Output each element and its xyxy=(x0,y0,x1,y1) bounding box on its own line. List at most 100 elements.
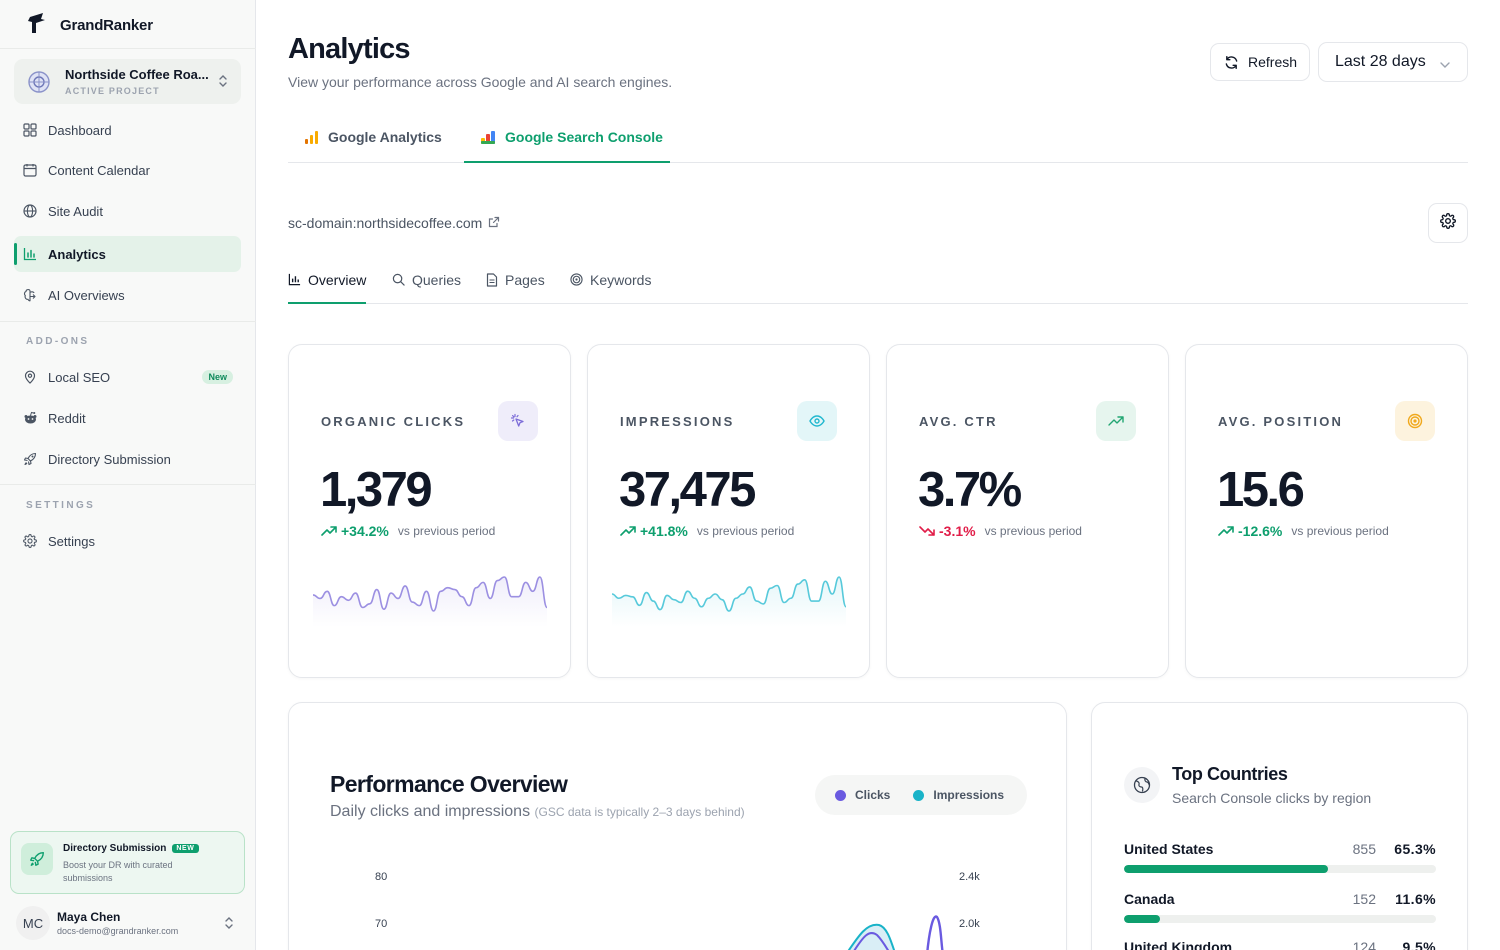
chevron-updown-icon xyxy=(223,915,235,936)
country-bar-track xyxy=(1124,915,1436,923)
sidebar-item-label: Local SEO xyxy=(48,369,111,385)
gear-icon xyxy=(1440,212,1456,234)
date-range-select[interactable]: Last 28 days xyxy=(1318,42,1468,82)
y-axis-right-tick: 2.4k xyxy=(959,871,980,883)
kpi-card-avg-ctr: AVG. CTR 3.7% -3.1% vs previous period xyxy=(886,344,1169,678)
sidebar-item-label: Directory Submission xyxy=(48,451,171,467)
kpi-card-organic-clicks: ORGANIC CLICKS 1,379 +34.2% vs previous … xyxy=(288,344,571,678)
trending-down-icon xyxy=(919,525,935,537)
legend-item-clicks[interactable]: Clicks xyxy=(835,788,890,802)
sparkline-line xyxy=(313,576,547,612)
gear-icon xyxy=(22,533,38,549)
country-share: 65.3% xyxy=(1394,841,1436,857)
country-name: Canada xyxy=(1124,891,1175,907)
country-bar-fill xyxy=(1124,865,1328,873)
impressions-series-line-stroke xyxy=(847,923,896,950)
kpi-delta: +41.8% vs previous period xyxy=(620,523,794,539)
kpi-value: 15.6 xyxy=(1217,463,1305,517)
country-bar-track xyxy=(1124,865,1436,873)
globe-icon xyxy=(22,203,38,219)
sidebar-item-directory-submission[interactable]: Directory Submission xyxy=(14,441,241,477)
map-pin-icon xyxy=(22,369,38,385)
promo-title: Directory Submission NEW xyxy=(63,843,199,854)
kpi-label: AVG. CTR xyxy=(919,414,998,429)
kpi-delta-value: -12.6% xyxy=(1238,523,1283,539)
top-countries-card: Top Countries Search Console clicks by r… xyxy=(1091,702,1468,950)
legend-dot xyxy=(913,789,925,801)
sidebar-item-content-calendar[interactable]: Content Calendar xyxy=(14,152,241,188)
dashboard-icon xyxy=(22,122,38,138)
refresh-button[interactable]: Refresh xyxy=(1210,43,1310,81)
chart-legend: Clicks Impressions xyxy=(815,775,1027,815)
section-label-addons: ADD-ONS xyxy=(26,336,90,347)
sidebar-item-ai-overviews[interactable]: AI Overviews xyxy=(14,277,241,313)
impressions-series-line xyxy=(849,924,893,950)
perf-subtitle-text: Daily clicks and impressions xyxy=(330,803,531,820)
directory-submission-promo[interactable]: Directory Submission NEW Boost your DR wi… xyxy=(10,831,245,894)
page-subtitle: View your performance across Google and … xyxy=(288,74,673,90)
sidebar-item-dashboard[interactable]: Dashboard xyxy=(14,112,241,148)
property-settings-button[interactable] xyxy=(1428,203,1468,243)
sidebar-item-site-audit[interactable]: Site Audit xyxy=(14,193,241,229)
kpi-label: ORGANIC CLICKS xyxy=(321,414,466,429)
refresh-icon xyxy=(1224,55,1239,70)
clicks-series-line-spike xyxy=(926,915,944,950)
trending-up-icon xyxy=(1218,525,1234,537)
new-badge: New xyxy=(202,370,233,384)
sidebar-item-local-seo[interactable]: Local SEO New xyxy=(14,359,241,395)
brain-icon xyxy=(22,287,38,303)
tab-label: Google Analytics xyxy=(328,129,442,145)
tab-keywords[interactable]: Keywords xyxy=(570,272,651,304)
project-status: ACTIVE PROJECT xyxy=(65,86,160,96)
sidebar-item-analytics[interactable]: Analytics xyxy=(14,236,241,272)
google-analytics-icon xyxy=(304,130,319,145)
trending-up-icon xyxy=(620,525,636,537)
sparkline-area xyxy=(612,577,846,627)
brand[interactable]: GrandRanker xyxy=(26,12,153,38)
perf-subtitle: Daily clicks and impressions (GSC data i… xyxy=(330,803,745,821)
tab-label: Pages xyxy=(505,272,545,288)
tab-pages[interactable]: Pages xyxy=(486,272,545,304)
kpi-label: AVG. POSITION xyxy=(1218,414,1344,429)
tab-google-search-console[interactable]: Google Search Console xyxy=(464,129,670,163)
refresh-label: Refresh xyxy=(1248,54,1298,70)
country-share: 11.6% xyxy=(1395,891,1436,907)
kpi-delta-caption: vs previous period xyxy=(984,524,1082,538)
sidebar-item-label: Dashboard xyxy=(48,122,112,138)
tab-label: Queries xyxy=(412,272,462,288)
page-title: Analytics xyxy=(288,33,411,65)
sidebar-item-settings[interactable]: Settings xyxy=(14,523,241,559)
document-icon xyxy=(486,273,498,287)
divider xyxy=(0,484,256,485)
kpi-card-impressions: IMPRESSIONS 37,475 +41.8% vs previous pe… xyxy=(587,344,870,678)
project-switcher[interactable]: Northside Coffee Roa... ACTIVE PROJECT xyxy=(14,59,241,104)
sparkline-impressions xyxy=(612,576,846,627)
calendar-icon xyxy=(22,162,38,178)
kpi-value: 3.7% xyxy=(918,463,1022,517)
country-name: United States xyxy=(1124,841,1214,857)
tab-google-analytics[interactable]: Google Analytics xyxy=(304,129,442,163)
y-axis-left-tick: 80 xyxy=(375,871,388,883)
property-domain[interactable]: sc-domain:northsidecoffee.com xyxy=(288,215,500,231)
user-email: docs-demo@grandranker.com xyxy=(57,926,179,936)
section-label-settings: SETTINGS xyxy=(26,500,96,511)
tab-overview[interactable]: Overview xyxy=(288,272,367,304)
sidebar-item-label: Settings xyxy=(48,533,95,549)
divider xyxy=(0,321,256,322)
divider xyxy=(0,48,256,49)
chevron-down-icon xyxy=(1439,57,1451,75)
tab-queries[interactable]: Queries xyxy=(392,272,461,304)
source-tabs: Google Analytics Google Search Console xyxy=(288,116,1468,163)
reddit-icon xyxy=(22,410,38,426)
sidebar-item-reddit[interactable]: Reddit xyxy=(14,400,241,436)
globe-icon xyxy=(1124,767,1160,803)
kpi-delta: -12.6% vs previous period xyxy=(1218,523,1389,539)
user-menu[interactable]: MC Maya Chen docs-demo@grandranker.com xyxy=(14,904,241,942)
domain-text: sc-domain:northsidecoffee.com xyxy=(288,215,483,231)
user-name: Maya Chen xyxy=(57,910,121,924)
search-icon xyxy=(392,273,405,286)
legend-item-impressions[interactable]: Impressions xyxy=(913,788,1004,802)
kpi-delta-caption: vs previous period xyxy=(397,524,496,538)
kpi-delta-value: +34.2% xyxy=(341,523,389,539)
country-clicks: 152 xyxy=(1352,891,1376,907)
